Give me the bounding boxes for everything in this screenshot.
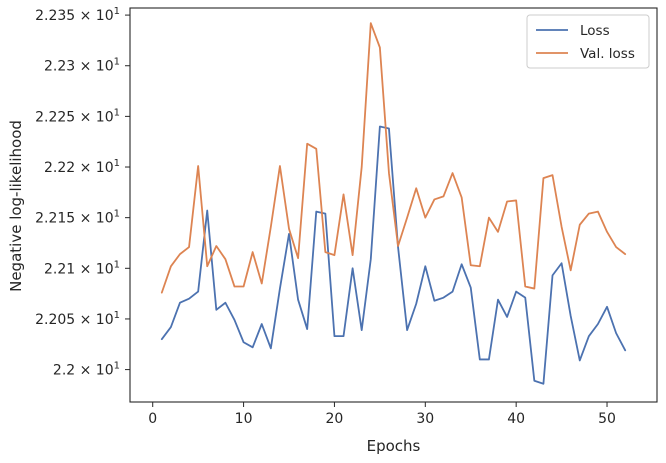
x-tick-label: 10: [235, 411, 253, 427]
series-layer: [160, 22, 627, 385]
y-tick-label: 2.21 × 101: [44, 259, 120, 277]
x-axis-ticks: 0 10 20 30 40 50: [148, 402, 616, 427]
y-tick-label: 2.235 × 101: [35, 6, 120, 24]
x-tick-label: 50: [598, 411, 616, 427]
y-tick-label: 2.225 × 101: [35, 107, 120, 125]
plot-frame: [129, 7, 658, 403]
legend-box: [526, 14, 650, 69]
y-tick-label: 2.2 × 101: [53, 361, 120, 379]
x-axis-label: Epochs: [367, 437, 421, 455]
x-tick-label: 20: [326, 411, 344, 427]
legend-label-val-loss: Val. loss: [580, 46, 635, 62]
y-tick-label: 2.22 × 101: [44, 158, 120, 176]
y-axis-ticks: 2.2 × 101 2.205 × 101 2.21 × 101 2.215 × 10…: [35, 6, 130, 379]
y-tick-label: 2.215 × 101: [35, 209, 120, 227]
legend: Loss Val. loss: [526, 14, 650, 69]
legend-label-loss: Loss: [580, 23, 610, 39]
x-tick-label: 40: [507, 411, 525, 427]
x-tick-label: 0: [148, 411, 157, 427]
y-axis-label: Negative log-likelihood: [7, 120, 25, 292]
series-line-loss: [160, 125, 627, 385]
y-tick-label: 2.23 × 101: [44, 57, 120, 75]
x-tick-label: 30: [416, 411, 434, 427]
y-tick-label: 2.205 × 101: [35, 310, 120, 328]
series-line-val-loss: [160, 22, 627, 294]
